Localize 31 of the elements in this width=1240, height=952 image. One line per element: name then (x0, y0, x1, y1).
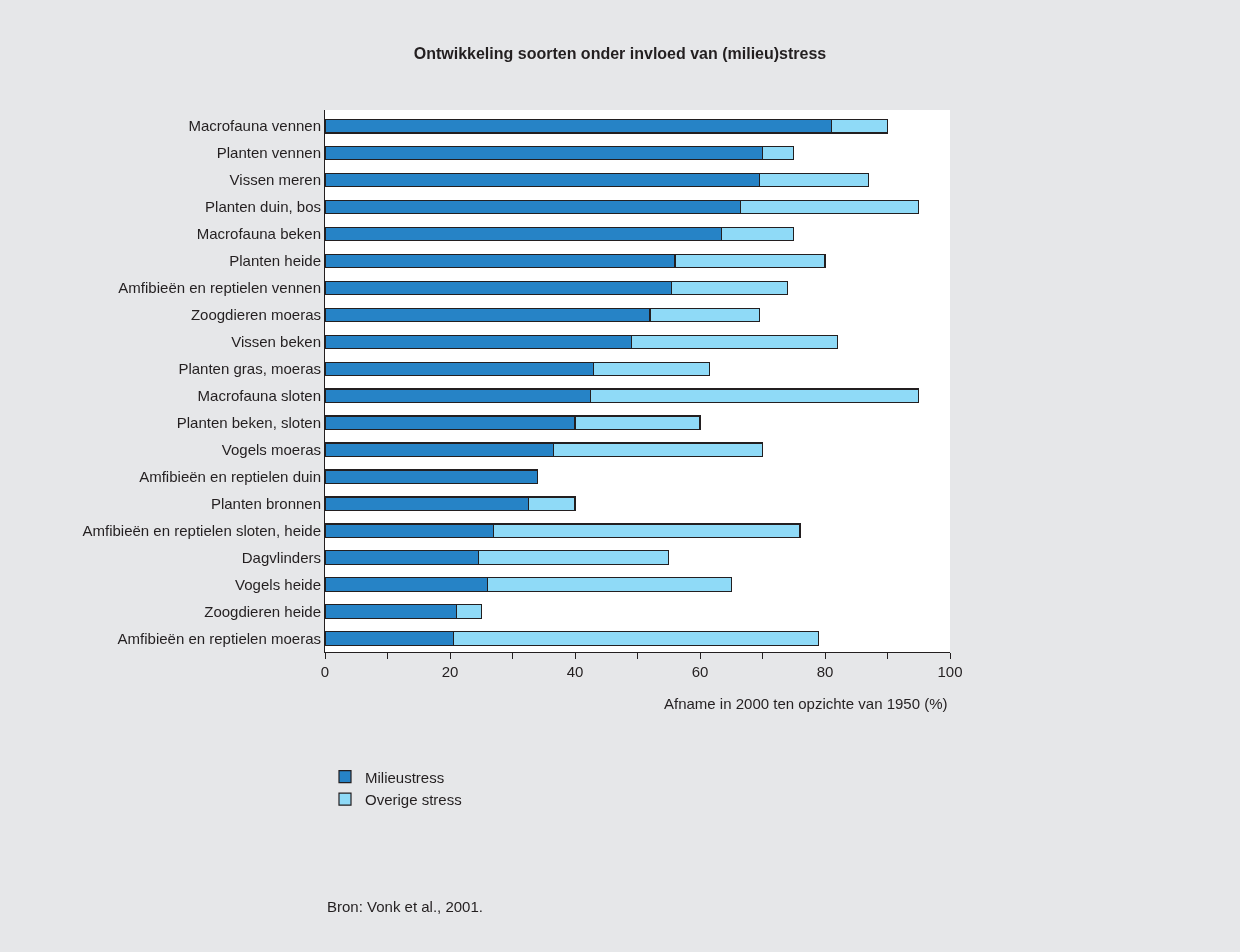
y-tick-label: Planten gras, moeras (178, 360, 321, 378)
y-tick-label: Vissen meren (229, 171, 321, 189)
y-tick-label: Macrofauna beken (196, 225, 321, 243)
y-tick-label: Planten beken, sloten (176, 414, 321, 432)
x-tick-label: 40 (566, 663, 584, 680)
x-tick-label: 0 (320, 663, 330, 680)
y-tick-label: Zoogdieren moeras (190, 306, 321, 324)
y-tick-label: Planten bronnen (210, 494, 321, 512)
y-tick-label: Vogels moeras (221, 441, 321, 459)
x-tick-label: 20 (441, 663, 459, 680)
y-tick-label: Amfibieën en reptielen moeras (117, 629, 321, 647)
legend-label: Milieustress (365, 768, 445, 786)
y-tick-label: Dagvlinders (241, 548, 321, 566)
y-tick-label: Macrofauna vennen (188, 117, 321, 135)
y-tick-label: Macrofauna sloten (197, 387, 321, 405)
y-tick-label: Amfibieën en reptielen vennen (118, 279, 321, 297)
y-tick-label: Planten vennen (216, 144, 321, 162)
legend-label: Overige stress (365, 791, 462, 808)
x-tick-label: 100 (937, 663, 963, 680)
y-tick-label: Planten duin, bos (205, 198, 321, 216)
x-tick-label: 80 (816, 663, 834, 680)
y-tick-label: Planten heide (229, 252, 321, 270)
y-tick-label: Vogels heide (235, 575, 321, 593)
text: Bron: Vonk et al., 2001. (327, 898, 483, 915)
y-tick-label: Amfibieën en reptielen duin (139, 467, 321, 485)
y-tick-label: Vissen beken (231, 333, 321, 351)
chart-title: Ontwikkeling soorten onder invloed van (milieu)stress (413, 44, 827, 62)
y-tick-label: Zoogdieren heide (204, 602, 321, 620)
y-tick-label: Amfibieën en reptielen sloten, heide (82, 521, 321, 539)
x-tick-label: 60 (691, 663, 709, 680)
x-axis-title: Afname in 2000 ten opzichte van 1950 (%) (664, 695, 948, 712)
